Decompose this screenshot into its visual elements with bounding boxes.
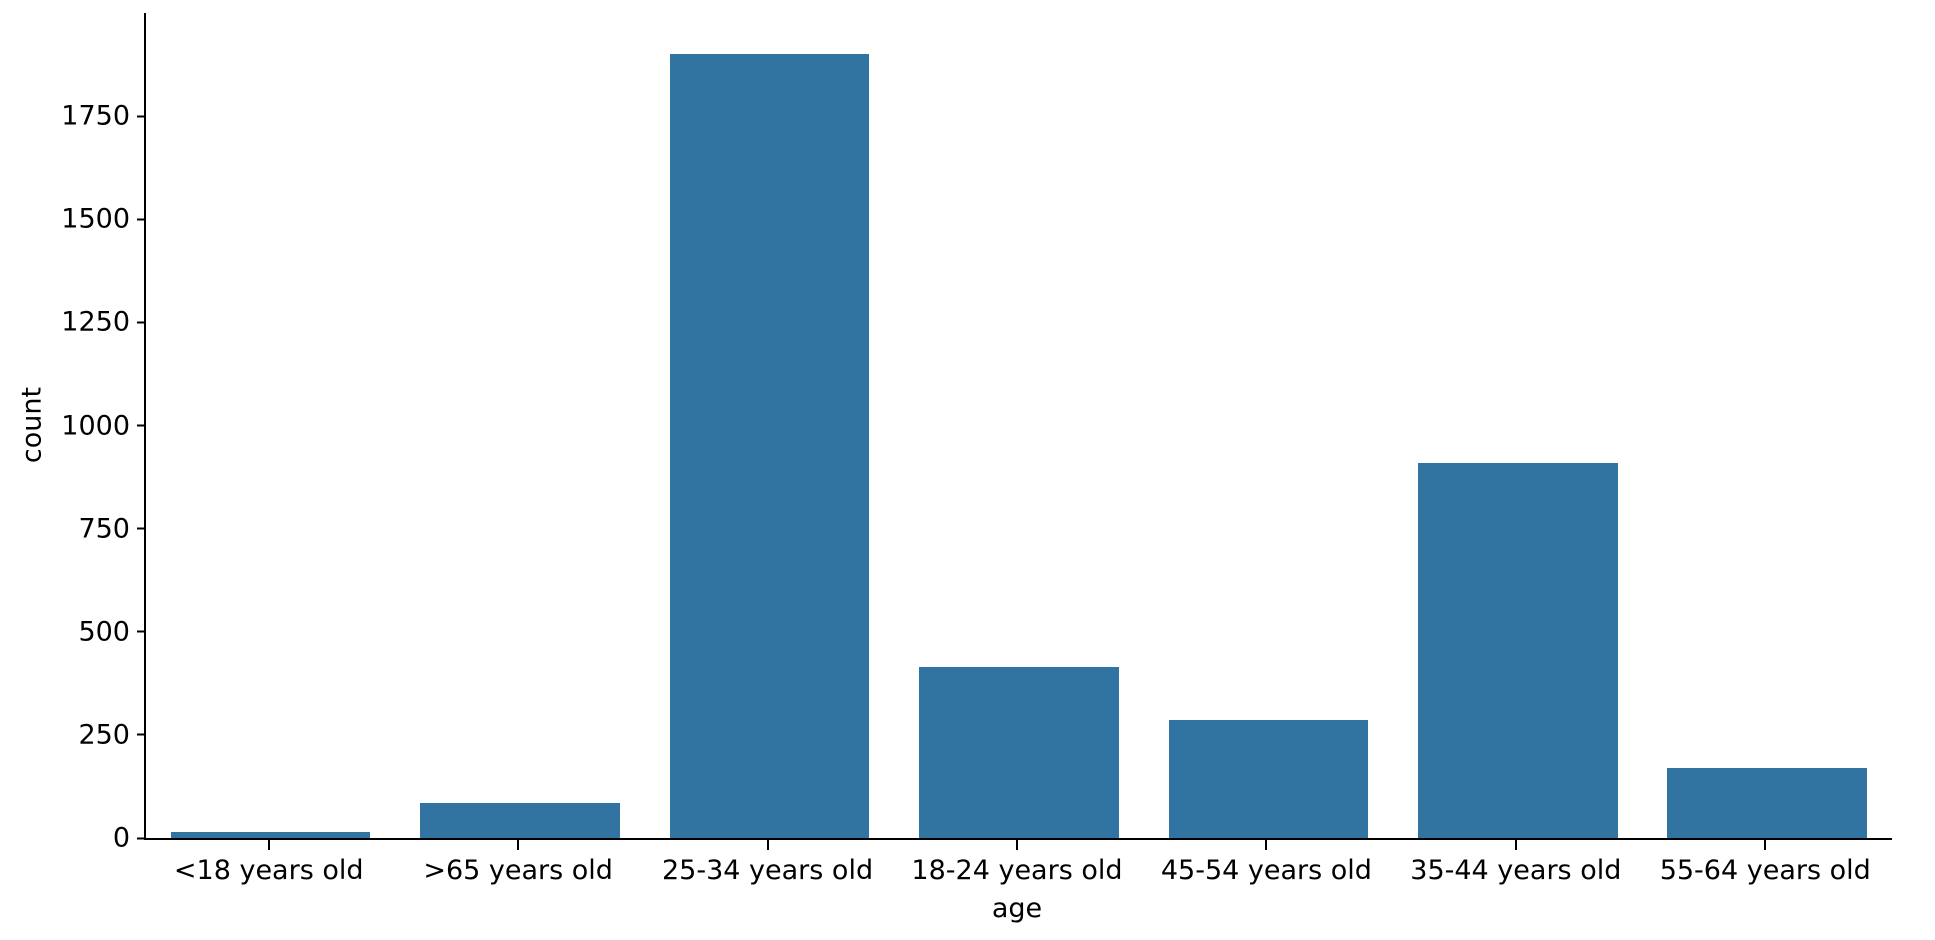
x-tick: >65 years old [393,840,642,886]
x-tick-mark [1265,840,1268,850]
y-tick-mark [137,115,146,118]
bar [1667,767,1867,838]
y-tick: 1500 [61,206,146,233]
x-tick-mark [766,840,769,850]
bar-slot [395,13,644,838]
x-tick: 18-24 years old [892,840,1141,886]
x-axis-label: age [991,893,1043,924]
x-tick-label: 45-54 years old [1160,855,1372,886]
x-tick-mark [267,840,270,850]
y-tick: 250 [78,721,146,748]
x-tick-mark [1514,840,1517,850]
x-tick-label: 25-34 years old [662,855,874,886]
y-tick: 1250 [61,309,146,336]
bar-slot [146,13,395,838]
bar-slot [1144,13,1393,838]
bar-slot [1393,13,1642,838]
bar-slot [894,13,1143,838]
y-tick: 1000 [61,412,146,439]
x-tick: 45-54 years old [1142,840,1391,886]
y-tick-mark [137,321,146,324]
y-tick-label: 1000 [61,410,130,441]
x-tick-label: >65 years old [423,855,613,886]
x-tick-label: 18-24 years old [911,855,1123,886]
y-tick: 0 [113,825,146,852]
bar [669,54,870,838]
x-tick: 55-64 years old [1641,840,1890,886]
bar [170,831,371,838]
y-tick-mark [137,218,146,221]
x-tick-label: <18 years old [173,855,364,886]
plot-area: 0 250 500 750 1000 1250 1500 1750 [61,13,1892,852]
y-tick-mark [137,424,146,427]
y-tick-label: 1250 [61,306,130,338]
x-tick-mark [1015,840,1018,850]
x-tick-label: 55-64 years old [1659,855,1871,886]
bar [919,666,1119,838]
y-tick-label: 1750 [61,100,130,132]
bar [1418,462,1618,838]
y-tick-mark [137,630,146,633]
x-tick-mark [1764,840,1767,850]
y-tick-label: 750 [78,513,130,545]
bar [420,802,620,838]
bar-slot [645,13,894,838]
x-axis-ticks: <18 years old >65 years old 25-34 years ol… [144,840,1890,886]
bars-container [146,13,1892,838]
x-tick: <18 years old [144,840,393,886]
y-tick-label: 250 [78,719,130,751]
y-tick-label: 1500 [61,203,130,235]
x-tick: 35-44 years old [1391,840,1640,886]
y-tick-mark [137,527,146,530]
y-tick: 500 [78,618,146,645]
y-tick-label: 500 [78,616,130,648]
y-tick: 750 [78,515,146,542]
y-axis-label: count [16,386,48,464]
y-tick-mark [137,837,146,839]
y-tick-label: 0 [112,822,130,854]
bar-slot [1643,13,1892,838]
bar [1168,720,1369,838]
y-tick: 1750 [61,103,146,130]
x-tick-label: 35-44 years old [1410,855,1622,886]
y-tick-mark [137,733,146,736]
x-tick: 25-34 years old [643,840,892,886]
x-tick-mark [517,840,520,850]
